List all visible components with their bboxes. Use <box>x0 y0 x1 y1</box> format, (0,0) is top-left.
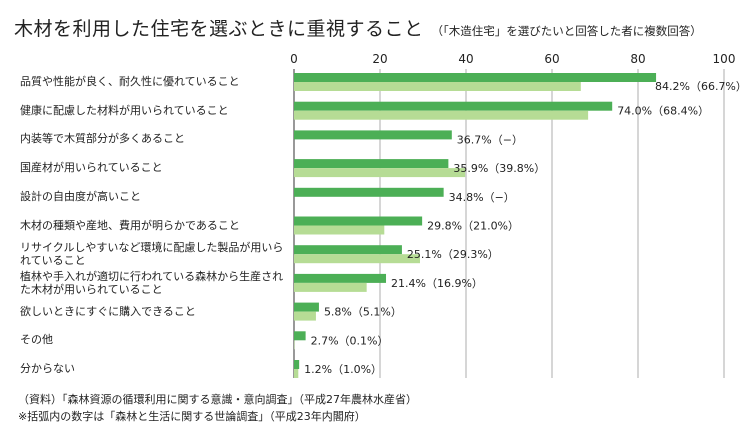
bar-current <box>294 360 300 369</box>
bar-previous <box>294 282 367 292</box>
category-label: 植林や手入れが適切に行われている森林から生産された木材が用いられていること <box>20 269 284 296</box>
data-label: 29.8%（21.0%） <box>427 220 519 233</box>
data-label: 5.8%（5.1%） <box>324 306 402 319</box>
bar-current <box>294 130 452 140</box>
bar-previous <box>294 254 420 264</box>
chart-title: 木材を利用した住宅を選ぶときに重視すること <box>14 18 424 40</box>
bar-previous <box>294 225 385 235</box>
data-label: 21.4%（16.9%） <box>391 277 483 290</box>
bar-previous <box>294 110 589 120</box>
category-label: その他 <box>20 333 53 347</box>
chart-subtitle: （「木造住宅」を選びたいと回答した者に複数回答） <box>431 24 702 38</box>
x-tick-label: 80 <box>630 52 645 66</box>
category-label: リサイクルしやすいなど環境に配慮した製品が用いられていること <box>20 241 284 268</box>
x-tick-label: 20 <box>372 52 387 66</box>
bar-previous <box>294 168 466 178</box>
bar-current <box>294 216 423 226</box>
bar-current <box>294 331 306 341</box>
bar-current <box>294 245 402 255</box>
bar-previous <box>294 311 316 321</box>
bar-current <box>294 302 319 312</box>
category-label: 設計の自由度が高いこと <box>20 189 141 203</box>
category-label: 品質や性能が良く、耐久性に優れていること <box>20 75 240 88</box>
category-label: 木材の種類や産地、費用が明らかであること <box>20 218 240 232</box>
footnote: ※括弧内の数字は「森林と生活に関する世論調査」（平成23年内閣府） <box>18 410 366 423</box>
bar-current <box>294 273 387 283</box>
x-tick-label: 40 <box>458 52 473 66</box>
data-label: 2.7%（0.1%） <box>311 334 389 347</box>
data-label: 35.9%（39.8%） <box>453 162 545 175</box>
bar-current <box>294 187 444 197</box>
data-label: 36.7%（−） <box>457 133 523 146</box>
data-label: 1.2%（1.0%） <box>304 363 382 376</box>
bar-previous <box>294 82 581 91</box>
bar-current <box>294 73 657 82</box>
bar-current <box>294 101 613 111</box>
data-label: 25.1%（29.3%） <box>407 248 499 261</box>
data-label: 84.2%（66.7%） <box>655 80 747 93</box>
x-tick-label: 60 <box>544 52 559 66</box>
bar-current <box>294 159 449 169</box>
chart-title-row: 木材を利用した住宅を選ぶときに重視すること （「木造住宅」を選びたいと回答した者に… <box>14 14 744 44</box>
category-label: 欲しいときにすぐに購入できること <box>20 304 196 318</box>
source-note: （資料）「森林資源の循環利用に関する意識・意向調査」（平成27年農林水産省） <box>18 393 417 406</box>
data-label: 74.0%（68.4%） <box>617 105 709 118</box>
category-label: 健康に配慮した材料が用いられていること <box>20 103 229 117</box>
bar-previous <box>294 369 299 378</box>
x-tick-label: 100 <box>713 52 736 66</box>
data-label: 34.8%（−） <box>449 191 515 204</box>
category-label: 内装等で木質部分が多くあること <box>20 132 185 146</box>
category-label: 国産材が用いられていること <box>20 161 163 175</box>
category-label: 分からない <box>20 362 75 375</box>
x-tick-label: 0 <box>290 52 298 66</box>
